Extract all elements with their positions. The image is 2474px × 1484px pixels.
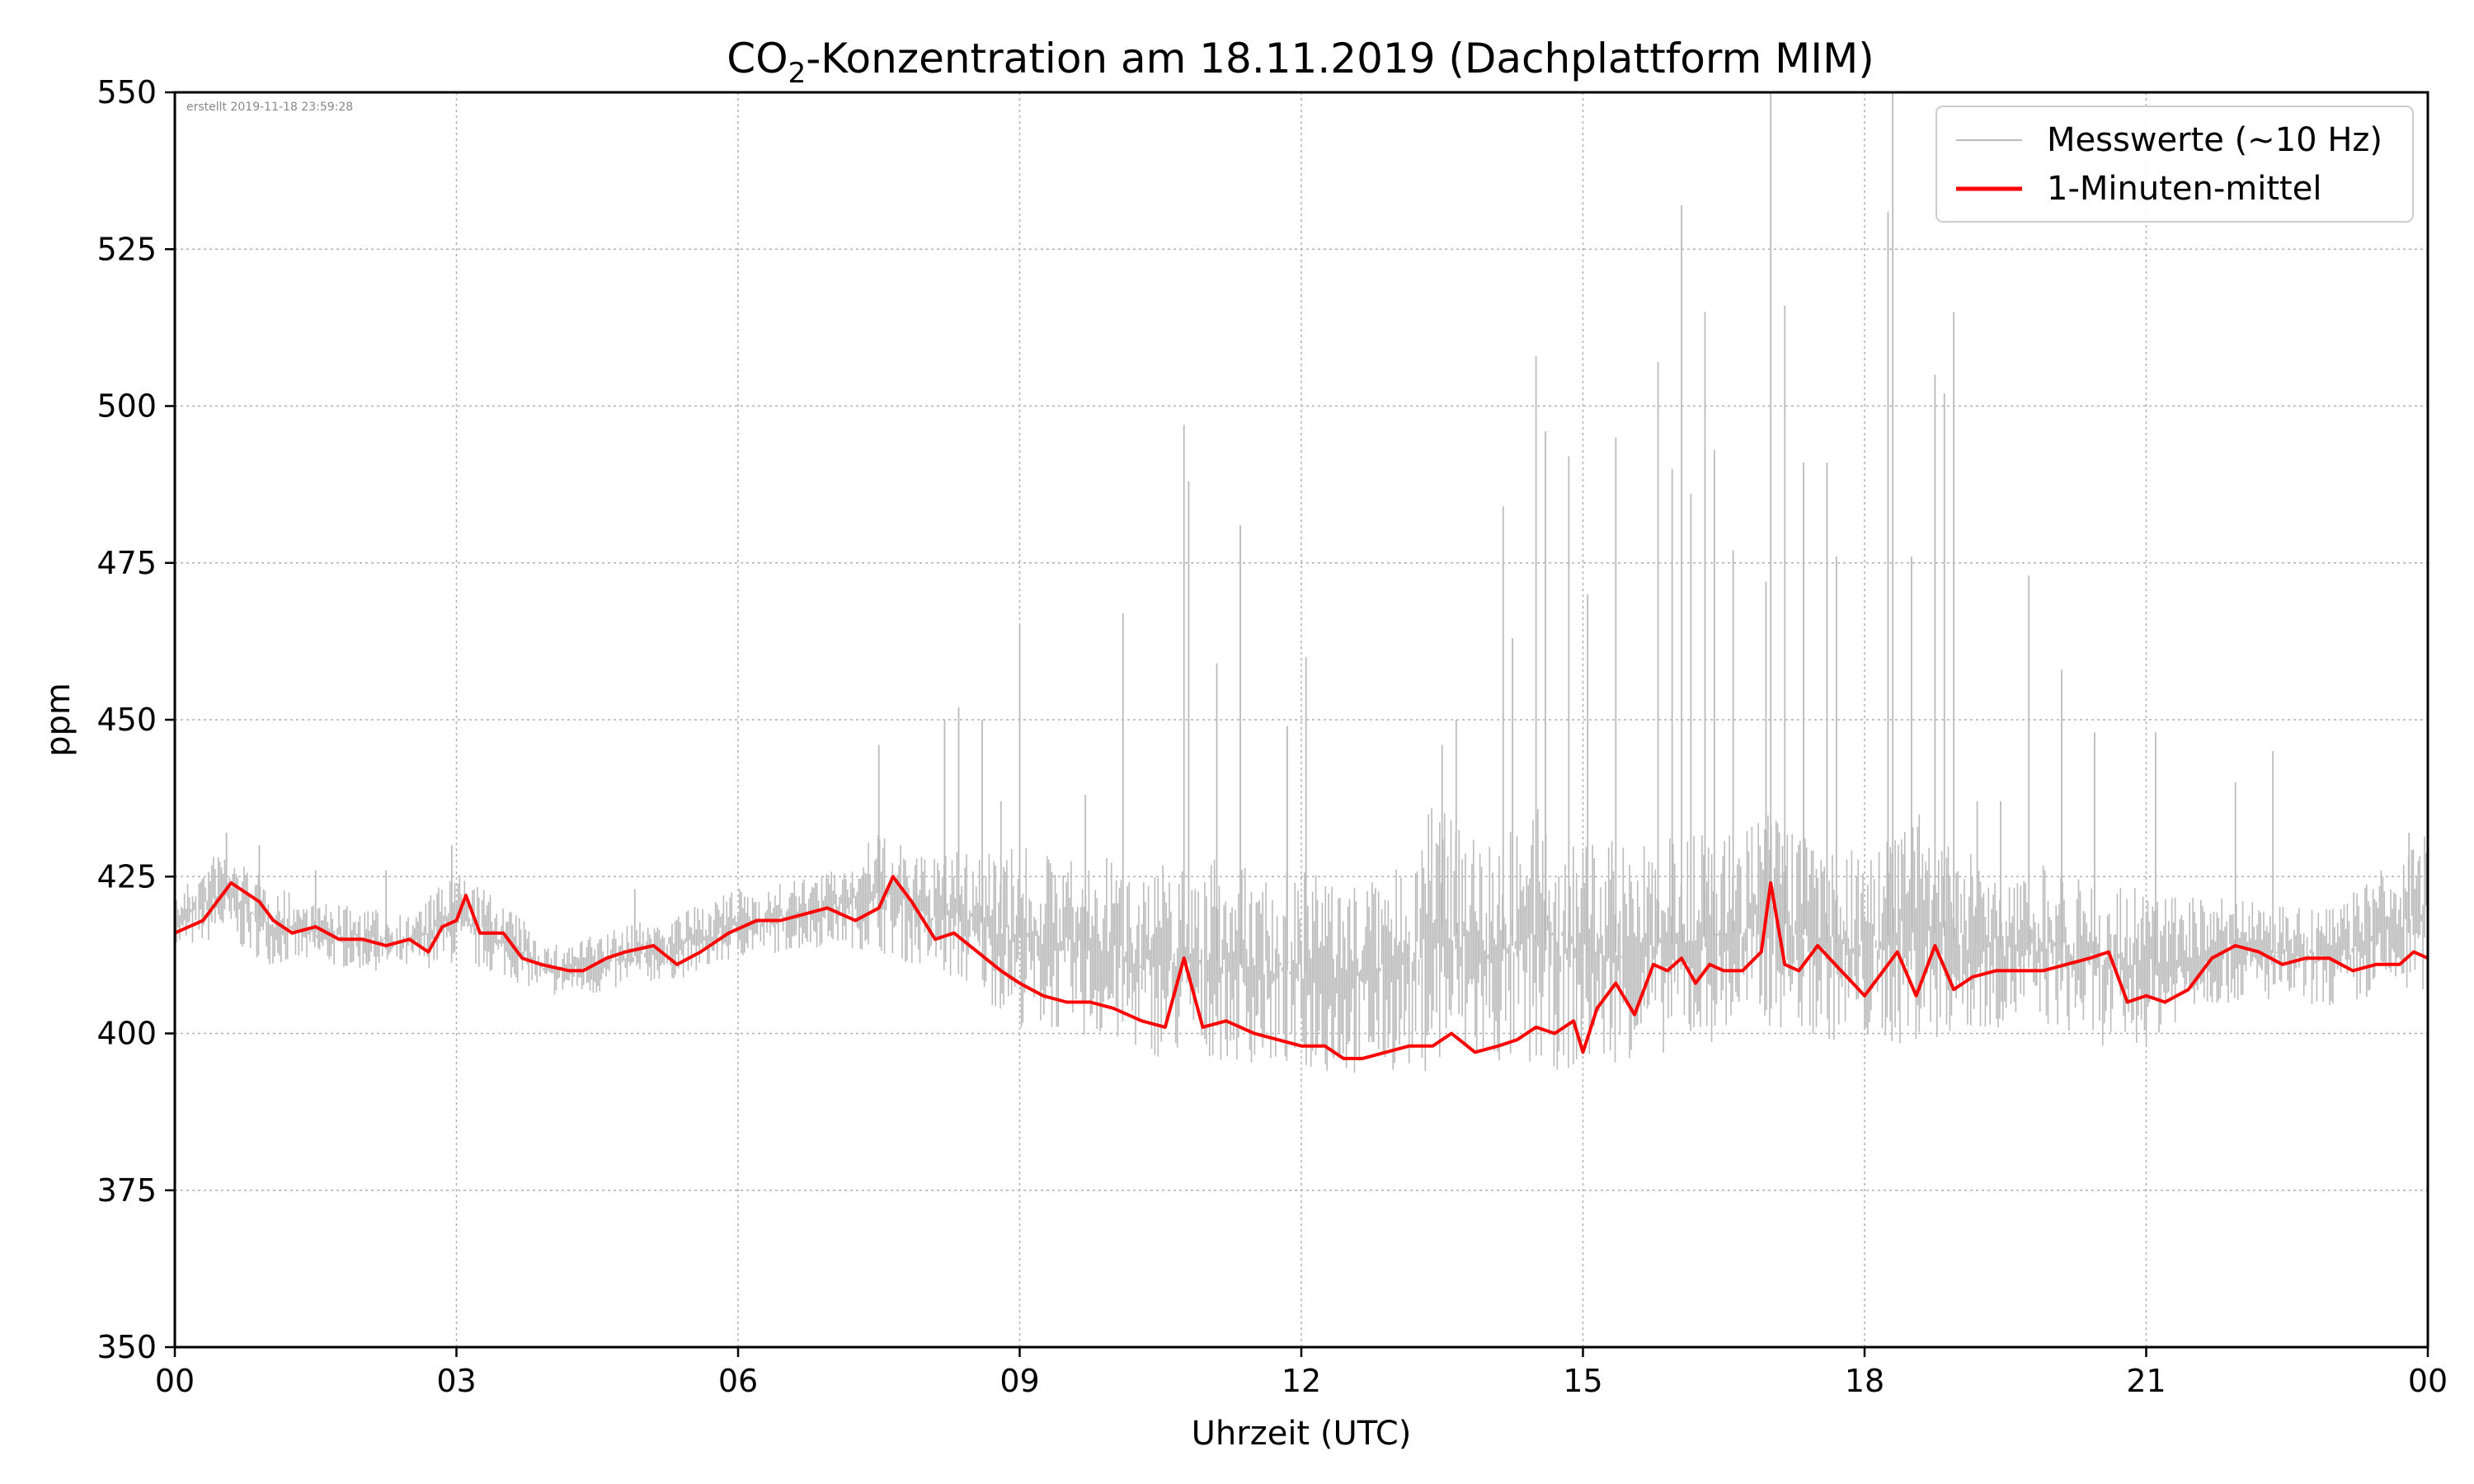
y-tick-label: 475 xyxy=(96,545,157,581)
y-tick-label: 550 xyxy=(96,74,157,110)
mean-series xyxy=(174,875,2429,1060)
legend-label-measurements: Messwerte (~10 Hz) xyxy=(2047,121,2382,159)
y-tick-label: 525 xyxy=(96,231,157,267)
y-tick-label: 425 xyxy=(96,858,157,895)
legend-box xyxy=(1935,106,2414,223)
y-axis: 350 375 400 425 450 475 500 525 550 xyxy=(96,74,175,1365)
x-tick-label: 18 xyxy=(1845,1363,1884,1399)
y-tick-label: 500 xyxy=(96,388,157,425)
x-tick-label: 03 xyxy=(436,1363,476,1399)
y-tick-label: 400 xyxy=(96,1016,157,1052)
x-axis: 00 03 06 09 12 15 18 21 00 xyxy=(155,1347,2448,1399)
x-tick-label: 00 xyxy=(2408,1363,2448,1399)
x-tick-label: 12 xyxy=(1282,1363,1321,1399)
legend: Messwerte (~10 Hz) 1-Minuten-mittel xyxy=(1935,106,2414,223)
creation-timestamp: erstellt 2019-11-18 23:59:28 xyxy=(186,101,353,114)
x-tick-label: 15 xyxy=(1563,1363,1602,1399)
mean-line xyxy=(174,875,2429,1060)
x-tick-label: 00 xyxy=(155,1363,195,1399)
x-axis-label: Uhrzeit (UTC) xyxy=(1192,1415,1412,1453)
x-tick-label: 06 xyxy=(718,1363,758,1399)
y-tick-label: 450 xyxy=(96,702,157,738)
measurement-spikes xyxy=(225,92,2411,972)
x-tick-label: 21 xyxy=(2126,1363,2166,1399)
y-tick-label: 350 xyxy=(96,1329,157,1365)
x-tick-label: 09 xyxy=(999,1363,1039,1399)
y-axis-label: ppm xyxy=(40,683,78,757)
chart-title: CO2-Konzentration am 18.11.2019 (Dachpla… xyxy=(727,35,1874,90)
legend-label-mean: 1-Minuten-mittel xyxy=(2047,170,2321,208)
y-tick-label: 375 xyxy=(96,1172,157,1209)
